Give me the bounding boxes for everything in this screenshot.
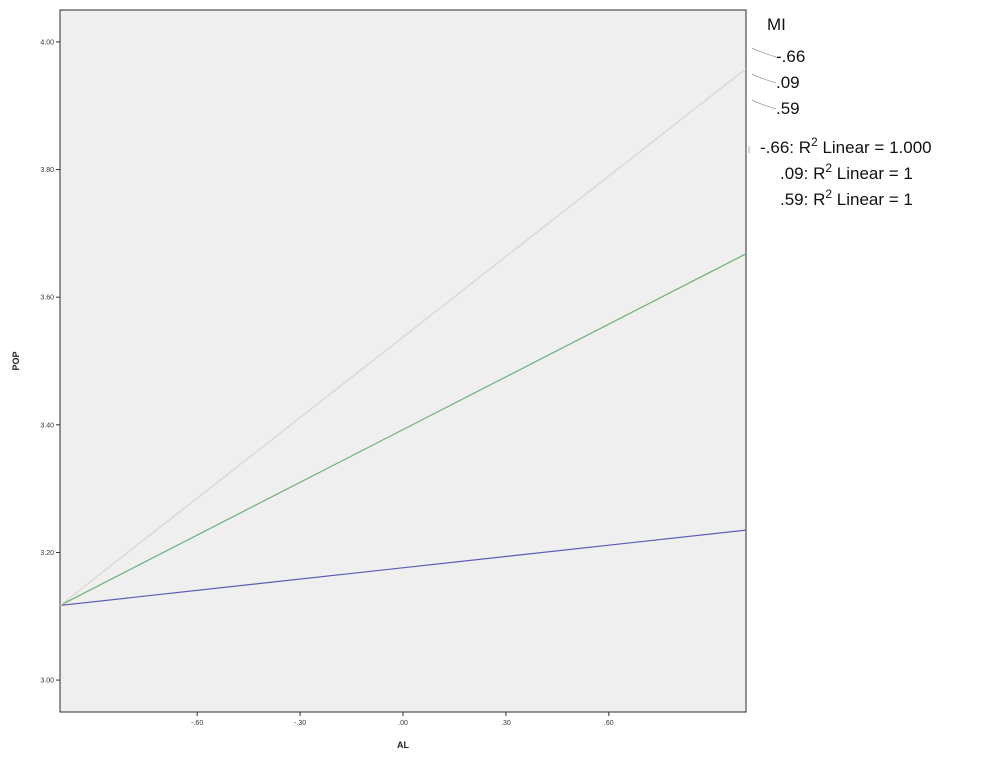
series-line <box>59 253 747 606</box>
series-line <box>59 68 747 606</box>
fit-line-labels: -.66: R2 Linear = 1.000 .09: R2 Linear = … <box>748 135 932 209</box>
legend-label: -.66 <box>776 47 805 66</box>
fit-line-label: .59: R2 Linear = 1 <box>780 187 913 209</box>
y-tick-label: 3.00 <box>40 678 54 685</box>
y-axis-ticks: 3.00 3.20 3.40 3.60 3.80 4.00 <box>40 39 60 685</box>
x-axis-title: AL <box>397 740 409 750</box>
legend: MI -.66 .09 .59 <box>751 15 805 118</box>
y-axis-title: POP <box>11 351 21 370</box>
x-tick-label: -.60 <box>191 720 203 727</box>
legend-label: .09 <box>776 73 800 92</box>
x-axis-ticks: -.60 -.30 .00 .30 .60 <box>191 712 614 727</box>
x-tick-label: .30 <box>501 720 511 727</box>
fit-line-label: -.66: R2 Linear = 1.000 <box>760 135 932 157</box>
y-tick-label: 3.60 <box>40 295 54 302</box>
plot-area <box>59 9 747 713</box>
series-line <box>59 529 747 607</box>
legend-title: MI <box>767 15 786 34</box>
series-lines <box>59 68 747 607</box>
y-tick-label: 3.80 <box>40 167 54 174</box>
y-tick-label: 3.40 <box>40 422 54 429</box>
y-tick-label: 4.00 <box>40 39 54 46</box>
legend-leader-line <box>751 99 777 110</box>
x-tick-label: .60 <box>604 720 614 727</box>
legend-leader-line <box>751 47 777 58</box>
legend-label: .59 <box>776 99 800 118</box>
fit-line-label: .09: R2 Linear = 1 <box>780 161 913 183</box>
legend-leader-line <box>751 73 777 84</box>
y-tick-label: 3.20 <box>40 550 54 557</box>
x-tick-label: .00 <box>398 720 408 727</box>
x-tick-label: -.30 <box>294 720 306 727</box>
